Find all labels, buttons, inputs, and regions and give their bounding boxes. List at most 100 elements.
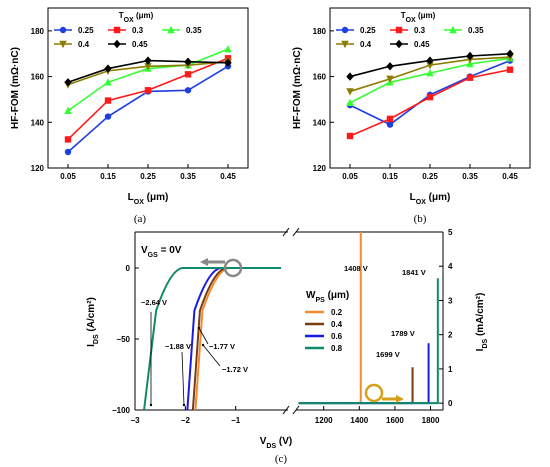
data-point-0.35	[346, 98, 354, 107]
data-point-0.35	[64, 106, 72, 115]
legend-label-0.4: 0.4	[360, 40, 372, 49]
annotation-pointer-3	[202, 344, 221, 367]
data-point-0.25	[64, 148, 72, 156]
y-tick-label: 120	[31, 164, 45, 173]
left-x-tick-label: −3	[130, 416, 140, 425]
panel-b-y-axis-label: HF-FOM (mΩ·nC)	[292, 47, 303, 129]
right-x-tick-label: 1600	[386, 416, 404, 425]
forward-sweep-arrow-icon	[364, 383, 404, 403]
annotation-label-1: −1.88 V	[165, 342, 191, 351]
data-point-0.45	[506, 49, 514, 58]
legend-marker-0.4	[341, 40, 349, 49]
panel-a-y-axis-label: HF-FOM (mΩ·nC)	[10, 47, 21, 129]
data-point-0.4	[426, 61, 434, 70]
y-tick-label: 160	[313, 73, 327, 82]
right-x-tick-label: 1200	[315, 416, 333, 425]
panel-c-chart: 0 −50 −100−3 −2 −1 0 1 2 3 4 5 1200 1400 1600 1800 −2.…	[86, 227, 489, 465]
data-point-0.25	[184, 87, 192, 94]
legend-marker-0.35	[167, 25, 175, 34]
data-point-0.25	[104, 113, 112, 120]
data-point-0.45	[346, 72, 354, 81]
panel-c-annotations: −2.64 V −1.88 V −1.77 V −1.72 V 1408 V 1699 V…	[141, 264, 426, 407]
annotation-label-5: 1699 V	[376, 350, 400, 359]
legend-label-0.45: 0.45	[414, 40, 430, 49]
reverse-sweep-arrow-icon	[200, 258, 243, 278]
data-point-0.45	[104, 64, 112, 73]
legend-label-0.6: 0.6	[331, 332, 343, 341]
panel-c-ticks: 0 −50 −100−3 −2 −1 0 1 2 3 4 5 1200 1400 1600 1800	[112, 228, 453, 425]
x-tick-label: 0.05	[342, 172, 358, 181]
panel-c-right-y-axis-label: IDS (mA/cm²)	[475, 293, 489, 352]
annotation-pointer-head-3	[201, 343, 205, 347]
panel-c-legend: WPS (μm) 0.2 0.4 0.6 0.8	[305, 290, 349, 353]
reverse-curve-0.8	[143, 267, 281, 411]
panel-c-left-y-axis-label: IDS (A/cm²)	[86, 297, 100, 347]
panel-b-legend: TOX (μm) 0.25 0.3 0.35 0.4 0.45	[336, 11, 484, 49]
panel-b-x-axis-label: LOX (μm)	[410, 192, 451, 206]
legend-label-0.35: 0.35	[468, 26, 484, 35]
legend-label-0.4: 0.4	[331, 320, 343, 329]
y-tick-label: 180	[313, 27, 327, 36]
legend-label-0.45: 0.45	[132, 40, 148, 49]
legend-marker-0.25	[59, 26, 67, 34]
data-point-0.45	[426, 56, 434, 65]
data-point-0.3	[184, 71, 192, 78]
x-tick-label: 0.15	[382, 172, 398, 181]
legend-label-0.35: 0.35	[186, 26, 202, 35]
legend-marker-0.4	[59, 40, 67, 49]
panel-a-caption: (a)	[134, 213, 147, 225]
panel-b-chart: 120 140 160 180 0.05 0.15 0.25 0.35 0.45 TOX (μ…	[292, 7, 531, 225]
annotation-label-3: −1.72 V	[222, 365, 248, 374]
data-point-0.45	[184, 57, 192, 66]
legend-marker-0.45	[113, 39, 121, 49]
legend-label-0.25: 0.25	[78, 26, 94, 35]
right-y-tick-label: 5	[448, 228, 453, 237]
data-point-0.3	[104, 97, 112, 104]
data-point-0.4	[346, 88, 354, 96]
breakdown-curve-0.8	[298, 278, 439, 405]
panel-a-x-axis-label: LOX (μm)	[128, 192, 169, 206]
y-tick-label: 120	[313, 164, 327, 173]
legend-title: TOX (μm)	[401, 11, 436, 24]
breakdown-curve-0.2	[298, 232, 362, 405]
panel-a-legend: TOX (μm) 0.25 0.3 0.35 0.4 0.45	[54, 11, 202, 49]
data-point-0.3	[144, 87, 152, 94]
left-x-tick-label: −1	[231, 416, 241, 425]
panel-b-series	[346, 49, 514, 140]
legend-label-0.4: 0.4	[78, 40, 90, 49]
annotation-label-6: 1789 V	[391, 329, 415, 338]
panel-c-vgs-label: VGS = 0V	[141, 245, 182, 259]
annotation-label-2: −1.77 V	[209, 342, 235, 351]
right-y-tick-label: 2	[448, 331, 453, 340]
right-y-tick-label: 0	[448, 399, 453, 408]
x-tick-label: 0.45	[220, 172, 236, 181]
series-line-0.25	[67, 65, 229, 153]
left-x-tick-label: −2	[181, 416, 191, 425]
right-y-tick-label: 4	[448, 262, 453, 271]
legend-label-0.3: 0.3	[132, 26, 144, 35]
data-point-0.45	[144, 56, 152, 65]
left-y-tick-label: −100	[112, 406, 131, 415]
legend-label-0.3: 0.3	[414, 26, 426, 35]
panel-b-y-ticks: 120 140 160 180	[313, 27, 334, 173]
data-point-0.45	[64, 78, 72, 87]
legend-title: TOX (μm)	[119, 11, 154, 24]
panel-a-y-ticks: 120 140 160 180	[31, 27, 52, 173]
data-point-0.3	[64, 136, 72, 143]
data-point-0.3	[466, 74, 474, 81]
panel-c-x-axis-label: VDS (V)	[260, 436, 293, 450]
right-x-tick-label: 1400	[350, 416, 368, 425]
panel-c-reverse-curves	[143, 267, 281, 411]
breakdown-curve-0.6	[298, 343, 430, 405]
legend-marker-0.25	[341, 26, 349, 34]
y-tick-label: 140	[313, 118, 327, 127]
panel-c-axis-break-top	[282, 227, 300, 237]
left-y-tick-label: −50	[116, 335, 130, 344]
legend-marker-0.35	[449, 25, 457, 34]
data-point-0.25	[386, 121, 394, 128]
data-point-0.45	[386, 62, 394, 71]
data-point-0.35	[426, 68, 434, 77]
data-point-0.35	[224, 44, 232, 53]
data-point-0.45	[224, 58, 232, 68]
